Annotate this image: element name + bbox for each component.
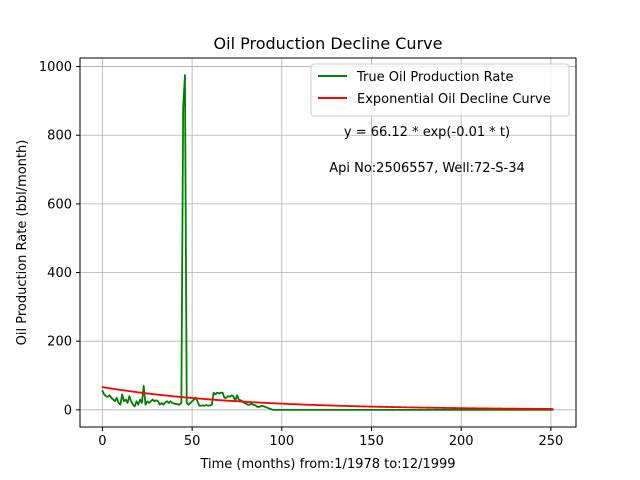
well-info-annotation: Api No:2506557, Well:72-S-34 xyxy=(329,161,525,176)
x-tick-label: 150 xyxy=(359,434,384,449)
y-axis-label: Oil Production Rate (bbl/month) xyxy=(15,140,30,346)
legend: True Oil Production Rate Exponential Oil… xyxy=(310,63,570,117)
x-tick-label: 0 xyxy=(98,434,106,449)
x-axis-label: Time (months) from:1/1978 to:12/1999 xyxy=(199,457,455,472)
y-tick-label: 600 xyxy=(47,197,72,212)
x-tick-label: 200 xyxy=(449,434,474,449)
chart-title: Oil Production Decline Curve xyxy=(214,34,443,53)
x-tick-label: 50 xyxy=(184,434,201,449)
x-tick-label: 100 xyxy=(269,434,294,449)
series-line-exponential-decline-curve xyxy=(101,386,554,410)
y-tick-label: 400 xyxy=(47,266,72,281)
y-tick-label: 0 xyxy=(64,403,72,418)
legend-box xyxy=(310,63,570,117)
legend-label-decline-curve: Exponential Oil Decline Curve xyxy=(357,92,551,107)
y-tick-label: 1000 xyxy=(39,60,72,75)
y-tick-label: 200 xyxy=(47,335,72,350)
fit-equation-annotation: y = 66.12 * exp(-0.01 * t) xyxy=(344,125,510,140)
grid-layer xyxy=(80,58,576,427)
tick-layer: 0 50 100 150 200 250 0 200 400 600 800 1000 xyxy=(39,60,563,449)
x-tick-label: 250 xyxy=(538,434,563,449)
plot-frame xyxy=(79,57,577,428)
series-layer xyxy=(101,74,554,411)
y-tick-label: 800 xyxy=(47,129,72,144)
legend-label-true-rate: True Oil Production Rate xyxy=(356,70,513,85)
